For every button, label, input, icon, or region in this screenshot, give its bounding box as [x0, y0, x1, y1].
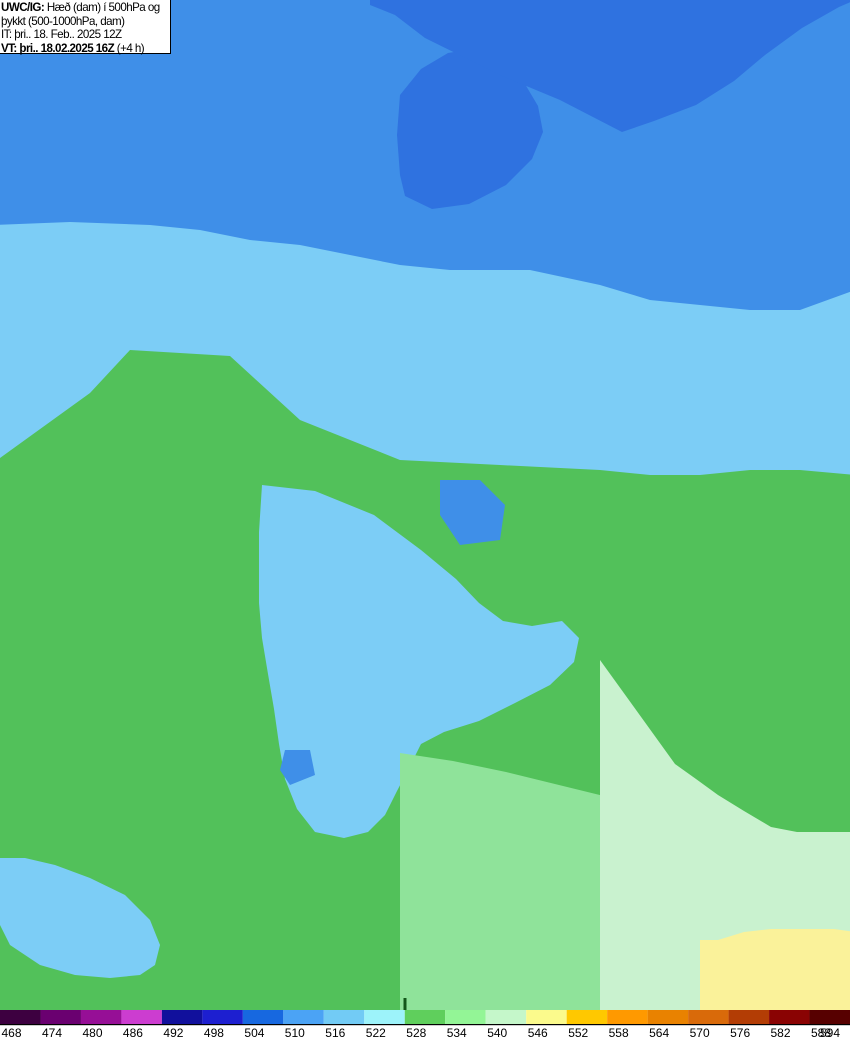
svg-text:468: 468: [2, 1026, 22, 1040]
svg-text:510: 510: [285, 1026, 305, 1040]
svg-text:474: 474: [42, 1026, 62, 1040]
svg-text:552: 552: [568, 1026, 588, 1040]
svg-text:594: 594: [820, 1026, 840, 1040]
svg-text:498: 498: [204, 1026, 224, 1040]
svg-text:534: 534: [447, 1026, 467, 1040]
svg-text:528: 528: [406, 1026, 426, 1040]
svg-text:522: 522: [366, 1026, 386, 1040]
svg-text:492: 492: [163, 1026, 183, 1040]
svg-text:486: 486: [123, 1026, 143, 1040]
svg-text:516: 516: [325, 1026, 345, 1040]
svg-text:564: 564: [649, 1026, 669, 1040]
svg-text:540: 540: [487, 1026, 507, 1040]
svg-text:558: 558: [609, 1026, 629, 1040]
svg-text:582: 582: [771, 1026, 791, 1040]
svg-text:504: 504: [244, 1026, 264, 1040]
svg-text:570: 570: [690, 1026, 710, 1040]
svg-text:576: 576: [730, 1026, 750, 1040]
svg-text:480: 480: [83, 1026, 103, 1040]
svg-text:546: 546: [528, 1026, 548, 1040]
